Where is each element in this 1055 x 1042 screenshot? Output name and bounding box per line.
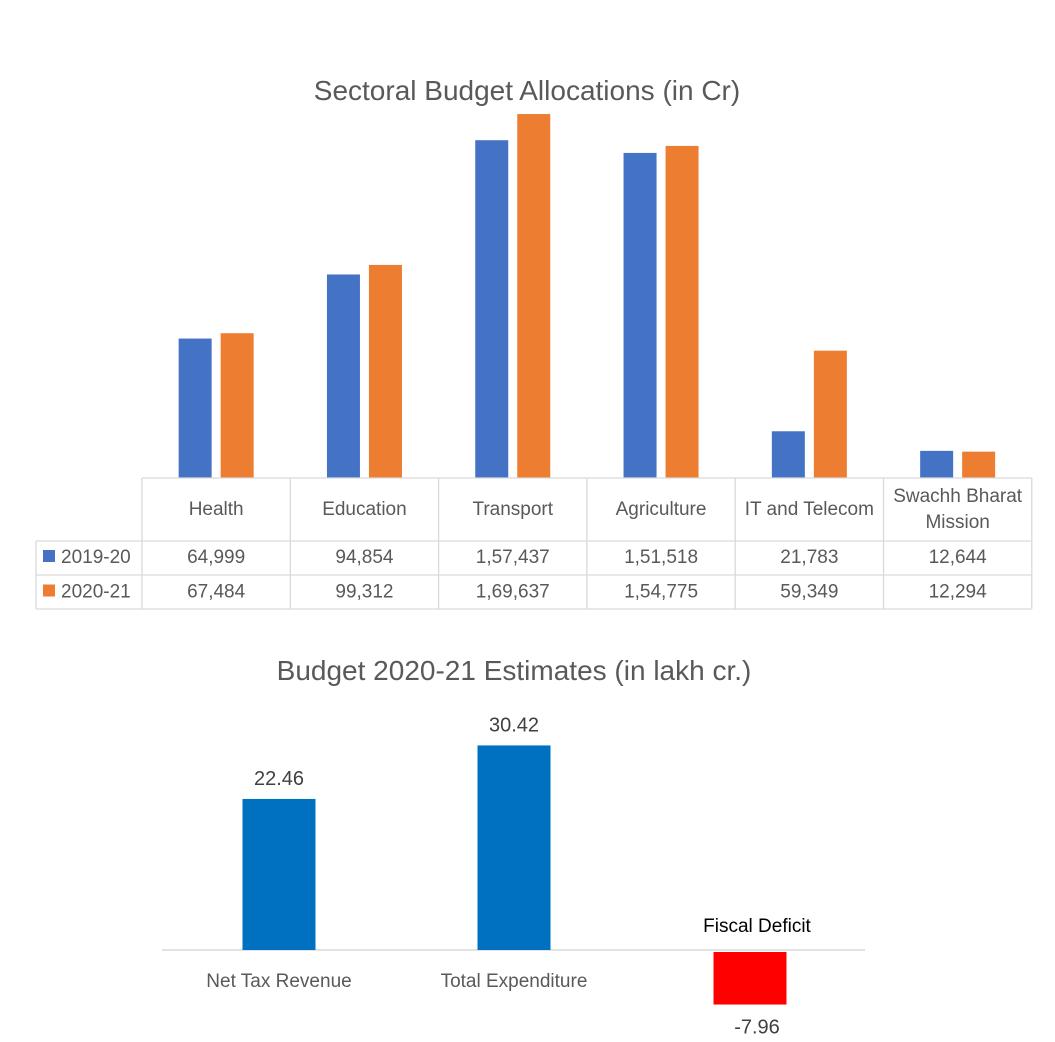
chart2-bars: 22.46 Net Tax Revenue 30.42 Total Expenditu… xyxy=(162,714,865,1039)
bar-net-tax-revenue xyxy=(242,798,316,950)
bar-2019-20-transport xyxy=(475,140,509,478)
data-label-2020-21-agriculture: 1,54,775 xyxy=(624,582,698,603)
data-label-total-expenditure: 30.42 xyxy=(489,714,539,736)
bar-2020-21-education xyxy=(368,264,402,478)
bar-2020-21-agriculture xyxy=(665,145,699,478)
category-label-fiscal-deficit: Fiscal Deficit xyxy=(703,916,811,937)
bar-2019-20-it-and-telecom xyxy=(771,431,805,478)
chart1-title: Sectoral Budget Allocations (in Cr) xyxy=(314,75,740,106)
data-label-2019-20-health: 64,999 xyxy=(187,547,245,568)
data-label-net-tax-revenue: 22.46 xyxy=(254,768,304,790)
bar-total-expenditure xyxy=(477,745,551,950)
chart1-data-table: Health Education Transport Agriculture IT an… xyxy=(35,477,1033,610)
chart1-bars xyxy=(178,114,996,478)
bar-2019-20-swachh-bharat-mission xyxy=(920,450,954,478)
category-label-health: Health xyxy=(189,499,244,520)
bar-2019-20-education xyxy=(326,274,360,478)
bar-2020-21-it-and-telecom xyxy=(813,350,847,478)
data-label-2020-21-it-and-telecom: 59,349 xyxy=(780,582,838,603)
legend-key-2019-20 xyxy=(43,550,55,562)
category-label-net-tax-revenue: Net Tax Revenue xyxy=(206,971,351,992)
data-label-2019-20-education: 94,854 xyxy=(335,547,394,568)
bar-2019-20-health xyxy=(178,338,212,478)
data-label-2020-21-swachh-bharat-mission: 12,294 xyxy=(929,582,988,603)
data-label-2019-20-swachh-bharat-mission: 12,644 xyxy=(929,547,988,568)
data-label-2019-20-agriculture: 1,51,518 xyxy=(624,547,698,568)
data-label-2020-21-health: 67,484 xyxy=(187,582,246,603)
category-label-agriculture: Agriculture xyxy=(616,499,707,520)
bar-2020-21-transport xyxy=(517,114,551,478)
legend-label-2019-20: 2019-20 xyxy=(61,547,131,568)
category-label-education: Education xyxy=(322,499,407,520)
chart2-title: Budget 2020-21 Estimates (in lakh cr.) xyxy=(277,655,752,686)
bar-2019-20-agriculture xyxy=(623,152,657,478)
legend-label-2020-21: 2020-21 xyxy=(61,582,131,603)
data-label-fiscal-deficit: -7.96 xyxy=(734,1017,780,1039)
category-label-swachh-bharat-mission: Swachh Bharat Mission xyxy=(893,486,1023,533)
bar-fiscal-deficit xyxy=(713,952,787,1005)
data-label-2020-21-education: 99,312 xyxy=(335,582,393,603)
category-label-total-expenditure: Total Expenditure xyxy=(441,971,588,992)
category-label-transport: Transport xyxy=(472,499,553,520)
bar-2020-21-swachh-bharat-mission xyxy=(962,451,996,478)
bar-2020-21-health xyxy=(220,333,254,478)
data-label-2019-20-it-and-telecom: 21,783 xyxy=(780,547,838,568)
legend-key-2020-21 xyxy=(43,584,55,597)
data-label-2019-20-transport: 1,57,437 xyxy=(476,547,550,568)
data-label-2020-21-transport: 1,69,637 xyxy=(476,582,550,603)
category-label-it-and-telecom: IT and Telecom xyxy=(745,499,874,520)
